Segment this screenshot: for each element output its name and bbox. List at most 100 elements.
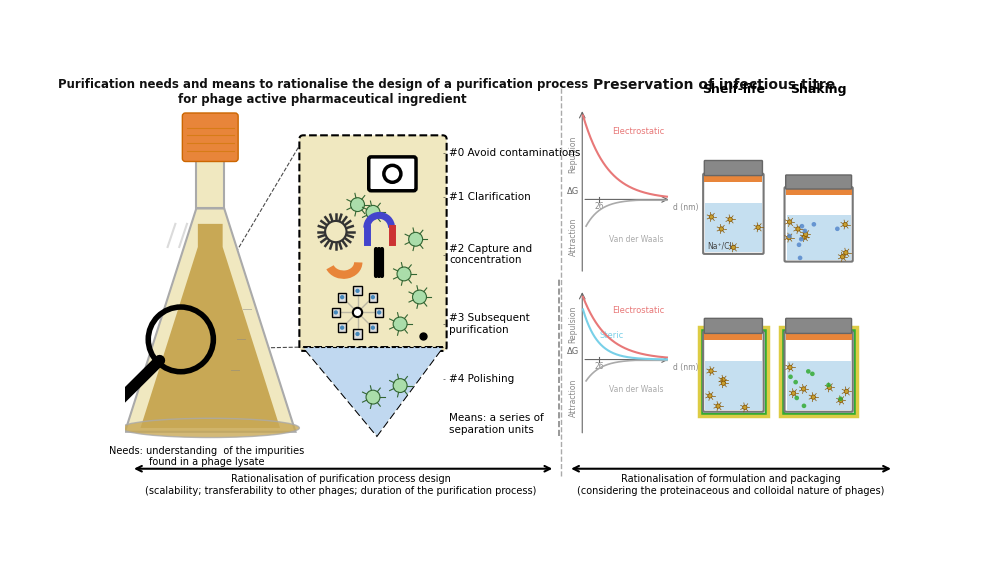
Circle shape (802, 404, 806, 408)
Circle shape (788, 365, 792, 369)
Circle shape (843, 222, 847, 227)
Circle shape (844, 389, 849, 394)
Circle shape (355, 332, 360, 336)
Circle shape (799, 237, 804, 242)
Circle shape (371, 325, 375, 330)
Circle shape (721, 381, 726, 386)
Polygon shape (125, 208, 296, 432)
Circle shape (366, 390, 380, 404)
FancyBboxPatch shape (704, 160, 762, 176)
Bar (787, 361, 851, 410)
Ellipse shape (121, 418, 299, 437)
FancyBboxPatch shape (299, 135, 447, 351)
Circle shape (811, 395, 815, 399)
Bar (369, 293, 377, 302)
Text: #1 Clarification: #1 Clarification (449, 192, 531, 202)
Bar (196, 158, 224, 208)
Polygon shape (303, 347, 443, 436)
Bar (786, 188, 852, 195)
Text: #4 Polishing: #4 Polishing (449, 374, 514, 385)
Text: Purification needs and means to rationalise the design of a purification process: Purification needs and means to rational… (58, 78, 588, 106)
Circle shape (728, 217, 732, 221)
Text: Repulsion: Repulsion (569, 135, 578, 173)
Bar (705, 203, 762, 252)
Circle shape (787, 220, 792, 224)
Text: Shaking: Shaking (790, 83, 847, 96)
Circle shape (827, 385, 832, 390)
Circle shape (788, 374, 793, 379)
Circle shape (355, 289, 360, 293)
FancyBboxPatch shape (786, 318, 852, 333)
Circle shape (839, 398, 843, 403)
Polygon shape (303, 347, 443, 436)
FancyBboxPatch shape (703, 173, 764, 254)
Text: ΔG: ΔG (567, 347, 579, 356)
Circle shape (796, 227, 800, 231)
Bar (369, 323, 377, 332)
Circle shape (340, 325, 344, 330)
Circle shape (397, 267, 411, 281)
Bar (783, 329, 855, 414)
Bar (701, 329, 766, 414)
Circle shape (810, 372, 815, 376)
Circle shape (393, 379, 407, 392)
FancyBboxPatch shape (785, 332, 853, 412)
Circle shape (838, 396, 843, 401)
Text: 26: 26 (594, 202, 604, 211)
Bar (780, 327, 857, 416)
Circle shape (351, 198, 364, 212)
Text: Preservation of infectious titre: Preservation of infectious titre (593, 78, 835, 92)
Bar (353, 286, 362, 296)
Text: #3 Subsequent
purification: #3 Subsequent purification (449, 313, 530, 335)
Text: Na⁺/Cl⁻: Na⁺/Cl⁻ (707, 242, 736, 251)
Text: Needs: understanding  of the impurities
found in a phage lysate: Needs: understanding of the impurities f… (109, 446, 304, 467)
Text: Shelf-life: Shelf-life (702, 83, 765, 96)
Text: d (nm): d (nm) (673, 203, 698, 212)
Text: Attraction: Attraction (569, 378, 578, 417)
Text: #0 Avoid contaminations: #0 Avoid contaminations (449, 148, 580, 158)
Bar (338, 323, 346, 332)
Circle shape (709, 215, 714, 219)
Circle shape (791, 391, 796, 395)
FancyBboxPatch shape (704, 318, 762, 333)
Bar (704, 175, 762, 182)
Circle shape (743, 405, 747, 409)
FancyBboxPatch shape (785, 187, 853, 262)
Polygon shape (140, 224, 280, 428)
Circle shape (802, 235, 807, 239)
Text: #2 Capture and
concentration: #2 Capture and concentration (449, 244, 532, 266)
Circle shape (366, 205, 380, 219)
Circle shape (794, 396, 799, 400)
Bar (375, 308, 383, 317)
Circle shape (835, 226, 840, 231)
FancyBboxPatch shape (703, 332, 764, 412)
Circle shape (756, 225, 760, 230)
Circle shape (826, 383, 831, 387)
FancyBboxPatch shape (786, 175, 852, 189)
Circle shape (719, 227, 724, 231)
Circle shape (844, 251, 848, 255)
Circle shape (793, 380, 798, 385)
Circle shape (797, 243, 801, 247)
Text: ΔG: ΔG (567, 187, 579, 196)
Bar (787, 215, 851, 260)
Circle shape (804, 232, 808, 236)
Text: 26: 26 (594, 362, 604, 371)
Text: Electrostatic: Electrostatic (612, 127, 664, 136)
Circle shape (709, 369, 713, 373)
Circle shape (353, 308, 362, 317)
Circle shape (812, 222, 816, 227)
Text: Repulsion: Repulsion (569, 306, 578, 343)
Bar (353, 329, 362, 338)
Circle shape (340, 295, 344, 300)
Circle shape (840, 254, 845, 259)
Text: Rationalisation of purification process design
(scalability; transferability to : Rationalisation of purification process … (145, 474, 536, 495)
Circle shape (334, 310, 338, 315)
Circle shape (731, 245, 736, 249)
Circle shape (393, 317, 407, 331)
FancyBboxPatch shape (182, 113, 238, 162)
Bar (332, 308, 340, 317)
Circle shape (371, 295, 375, 300)
Circle shape (787, 234, 792, 238)
Circle shape (708, 394, 712, 398)
